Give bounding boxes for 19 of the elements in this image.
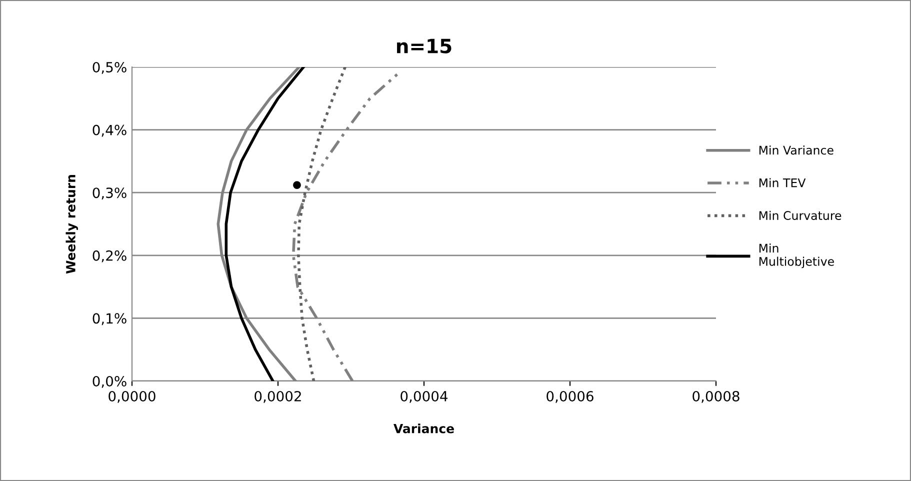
y-tick-label: 0,4% [92, 124, 126, 137]
x-tick-label: 0,0006 [546, 390, 594, 403]
legend-label: Min Multiobjetive [759, 244, 834, 268]
y-tick-label: 0,3% [92, 188, 126, 200]
x-tick-label: 0,0008 [692, 390, 740, 403]
legend-label: Min TEV [759, 178, 806, 188]
x-tick-label: 0,0002 [254, 390, 301, 403]
legend-label: Min Curvature [759, 210, 842, 220]
y-tick-label: 0,0% [92, 376, 126, 388]
x-tick-label: 0,0000 [108, 390, 156, 403]
x-axis-title: Variance [394, 424, 454, 434]
x-tick-label: 0,0004 [400, 390, 448, 403]
y-tick-label: 0,5% [92, 62, 126, 74]
line-series [297, 67, 347, 381]
y-tick-label: 0,2% [92, 250, 126, 262]
y-axis-title: Weekly return [66, 174, 78, 274]
legend-label: Min Variance [759, 145, 834, 155]
y-tick-label: 0,1% [92, 313, 126, 326]
chart-title: n=15 [397, 38, 452, 54]
